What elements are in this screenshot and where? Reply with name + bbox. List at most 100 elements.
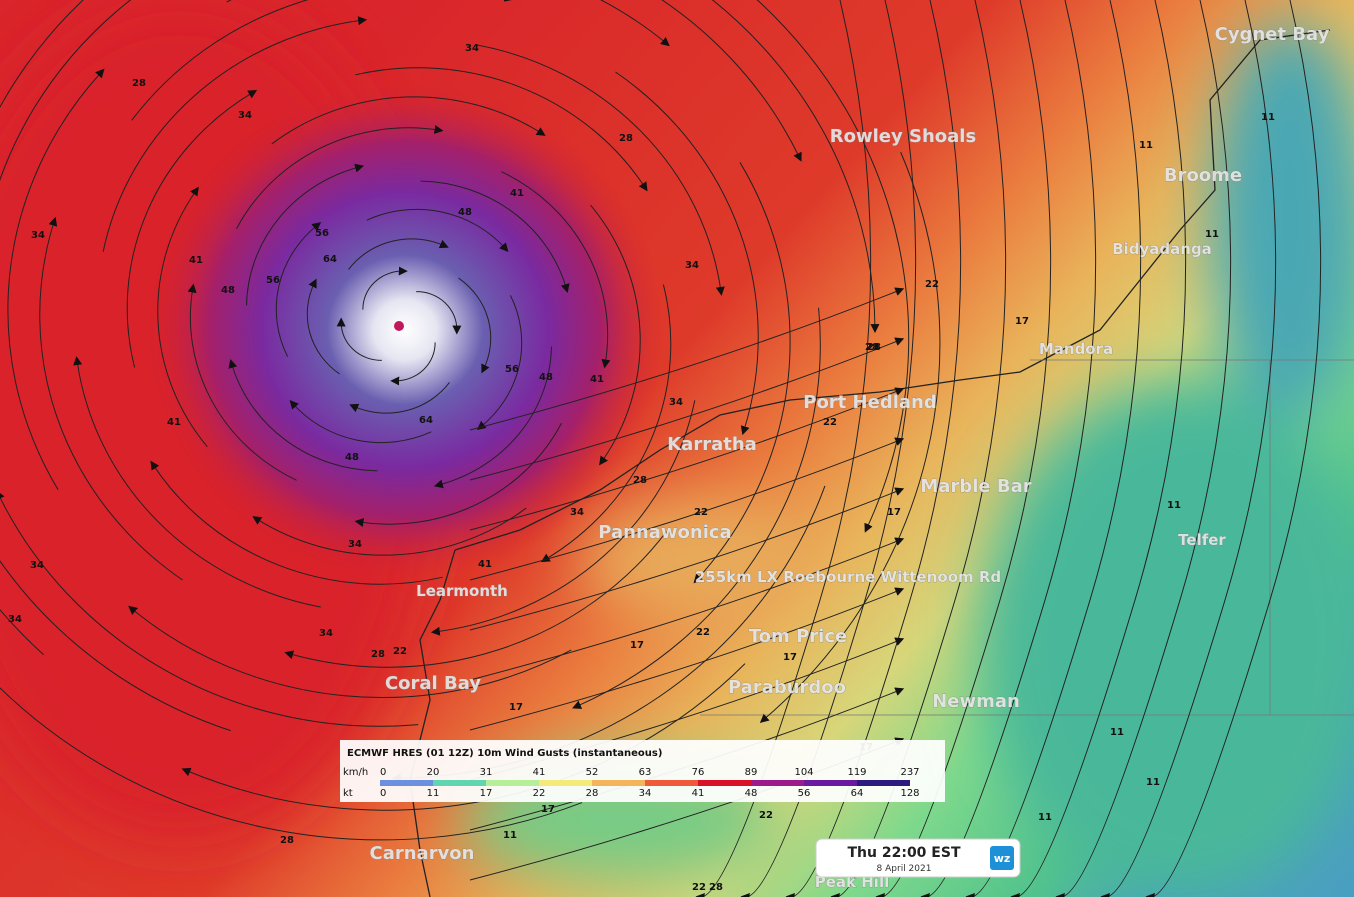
legend: ECMWF HRES (01 12Z) 10m Wind Gusts (inst…	[340, 740, 945, 802]
streamline	[469, 437, 905, 581]
streamline	[157, 186, 208, 448]
streamline	[477, 44, 725, 296]
place-label: 255km LX Roebourne Wittenoom Rd	[695, 568, 1001, 586]
contour-label: 41	[478, 559, 492, 570]
streamline	[390, 342, 436, 386]
place-label: Marble Bar	[920, 476, 1031, 497]
place-label: Broome	[1164, 165, 1242, 186]
streamline	[469, 487, 905, 631]
legend-kt: 64	[851, 788, 864, 799]
contour-label: 56	[505, 364, 519, 375]
legend-kmh: 52	[586, 767, 599, 778]
legend-kt: 17	[480, 788, 493, 799]
streamline	[1010, 0, 1187, 897]
coastline	[409, 549, 456, 897]
legend-kt: 22	[533, 788, 546, 799]
place-label: Cygnet Bay	[1215, 24, 1330, 45]
contour-label: 11	[1205, 229, 1219, 240]
legend-kt: 0	[380, 788, 386, 799]
legend-title: ECMWF HRES (01 12Z) 10m Wind Gusts (inst…	[347, 748, 662, 759]
place-label: Rowley Shoals	[830, 126, 976, 147]
streamline	[39, 216, 183, 581]
labels: Cygnet Bay Rowley Shoals Broome Bidyadanga M…	[8, 24, 1330, 893]
legend-swatch	[751, 780, 804, 786]
streamline	[1055, 0, 1232, 897]
legend-unit: km/h	[343, 767, 368, 778]
legend-kt: 34	[639, 788, 652, 799]
streamline	[128, 605, 572, 699]
streamline	[420, 180, 570, 293]
legend-kmh: 104	[794, 767, 813, 778]
streamline	[0, 560, 231, 732]
place-label: Coral Bay	[385, 673, 481, 694]
timestamp: Thu 22:00 EST 8 April 2021 wz	[815, 838, 1021, 878]
legend-kmh: 63	[639, 767, 652, 778]
streamline	[131, 0, 514, 121]
timestamp-box	[815, 838, 1021, 878]
streamline	[756, 0, 910, 533]
legend-kt: 11	[427, 788, 440, 799]
contour-label: 48	[221, 285, 235, 296]
streamline	[469, 337, 905, 481]
streamline	[661, 0, 802, 162]
streamline	[102, 16, 368, 252]
legend-kt: 41	[692, 788, 705, 799]
place-label: Bidyadanga	[1112, 240, 1212, 258]
contour-label: 11	[1261, 112, 1275, 123]
place-label: Learmonth	[416, 582, 508, 600]
contour-label: 34	[570, 507, 584, 518]
legend-kt: 28	[586, 788, 599, 799]
contour-label: 11	[1139, 140, 1153, 151]
streamline	[469, 287, 905, 431]
contour-label: 17	[509, 702, 523, 713]
contour-label: 34	[8, 614, 22, 625]
contour-label: 22	[694, 507, 708, 518]
legend-unit: kt	[343, 788, 353, 799]
contour-label: 41	[510, 188, 524, 199]
contour-label: 28	[280, 835, 294, 846]
legend-swatch	[486, 780, 539, 786]
legend-swatch	[804, 780, 857, 786]
legend-kmh: 20	[427, 767, 440, 778]
legend-swatch	[857, 780, 910, 786]
contour-label: 28	[633, 475, 647, 486]
streamline	[150, 460, 443, 585]
streamline	[469, 387, 905, 531]
contour-label: 22	[823, 417, 837, 428]
streamline	[355, 67, 648, 192]
contour-label: 28	[619, 133, 633, 144]
legend-swatch	[380, 780, 433, 786]
streamline	[0, 0, 132, 182]
streamline	[348, 238, 449, 270]
streamline	[226, 0, 670, 47]
legend-kmh: 237	[900, 767, 919, 778]
streamline	[73, 356, 321, 608]
contour-label: 17	[630, 640, 644, 651]
boundary	[700, 359, 1354, 716]
contour-label: 11	[1146, 777, 1160, 788]
streamline	[0, 490, 419, 727]
streamline	[476, 295, 523, 430]
streamline	[759, 151, 941, 723]
contour-label: 28	[867, 342, 881, 353]
place-label: Tom Price	[749, 626, 847, 647]
legend-kt: 56	[798, 788, 811, 799]
streamline	[711, 0, 880, 334]
streamlines	[0, 0, 1322, 897]
contour-label: 22	[759, 810, 773, 821]
place-label: Pannawonica	[598, 522, 731, 543]
streamline	[740, 0, 917, 897]
streamline	[336, 317, 382, 361]
legend-kt: 128	[900, 788, 919, 799]
streamline	[590, 204, 641, 466]
streamline	[126, 89, 258, 368]
place-label: Newman	[932, 691, 1020, 712]
cyclone-eye	[394, 321, 404, 331]
streamline	[246, 163, 365, 306]
contour-label: 17	[1015, 316, 1029, 327]
contour-label: 22	[925, 279, 939, 290]
contour-label: 22	[692, 882, 706, 893]
cyclone	[145, 80, 665, 580]
contour-label: 56	[266, 275, 280, 286]
